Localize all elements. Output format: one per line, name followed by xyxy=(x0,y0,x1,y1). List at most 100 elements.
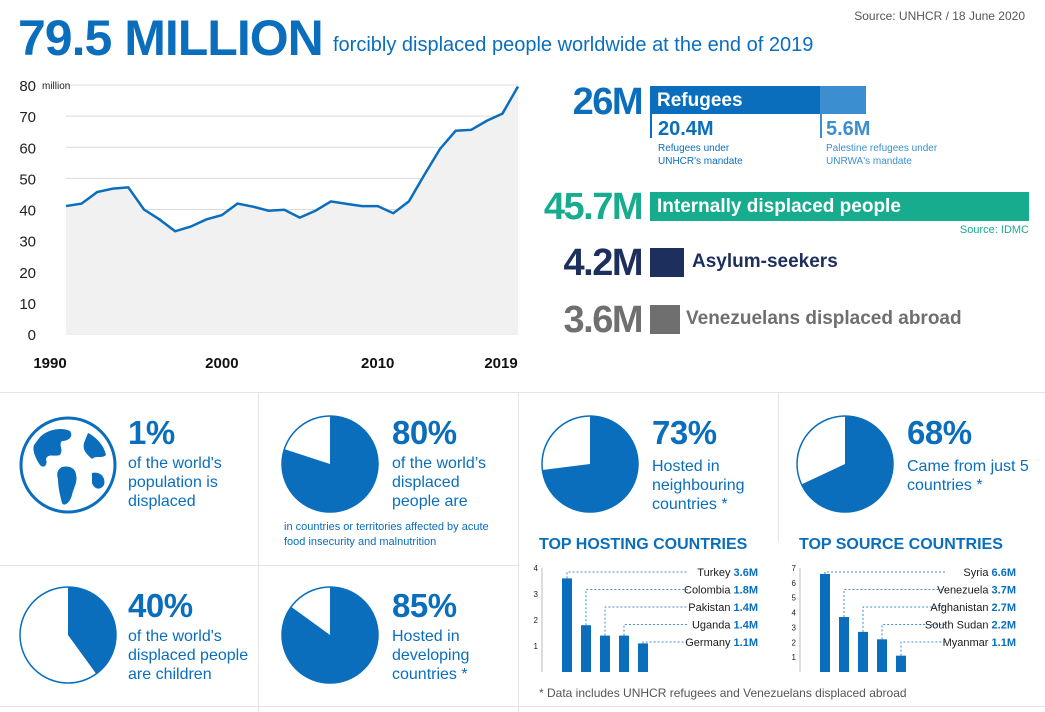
source-title: TOP SOURCE COUNTRIES xyxy=(799,536,1003,553)
pie-slice xyxy=(68,587,116,674)
category-name: Syria xyxy=(963,567,991,579)
bar xyxy=(820,573,830,672)
idp-source: Source: IDMC xyxy=(959,224,1029,236)
y-tick-label: 60 xyxy=(19,140,36,157)
pie-developing xyxy=(281,586,379,684)
idp-bar xyxy=(650,192,1029,221)
pie-slice xyxy=(282,416,378,512)
y-tick-label: 1 xyxy=(792,653,797,662)
pie-children xyxy=(19,586,117,684)
bar-label: Syria 6.6M xyxy=(963,567,1016,579)
pie-slice xyxy=(542,416,638,512)
y-tick-label: 4 xyxy=(792,609,797,618)
y-tick-label: 70 xyxy=(19,109,36,126)
x-tick-label: 2000 xyxy=(205,355,238,372)
stat-children-pct: 40% xyxy=(128,587,193,624)
value-label: 2.7M xyxy=(992,602,1016,614)
stat-developing-text: Hosted in developing countries * xyxy=(392,628,470,683)
category-name: Germany xyxy=(685,637,733,649)
x-tick-label: 2010 xyxy=(361,355,394,372)
bar xyxy=(877,639,887,672)
refugees-number: 26M xyxy=(572,81,644,123)
category-name: South Sudan xyxy=(925,620,992,632)
bar xyxy=(638,643,648,672)
stat-food-text: of the world’s displaced people are xyxy=(392,455,486,510)
bar xyxy=(562,578,572,672)
area-fill xyxy=(66,86,518,335)
bar-label: Uganda 1.4M xyxy=(692,620,758,632)
unhcr-bracket xyxy=(650,114,652,138)
idp-number: 45.7M xyxy=(543,186,644,228)
value-label: 1.8M xyxy=(734,585,758,597)
y-tick-label: 2 xyxy=(792,638,797,647)
bar xyxy=(581,625,591,672)
bar-label: Germany 1.1M xyxy=(685,637,758,649)
pie-slice xyxy=(801,416,893,512)
y-tick-label: 2 xyxy=(534,616,539,625)
stat-developing-pct: 85% xyxy=(392,587,457,624)
pie-slice xyxy=(282,587,378,683)
footnote: * Data includes UNHCR refugees and Venez… xyxy=(539,686,907,700)
stat-neighbouring-text: Hosted in neighbouring countries * xyxy=(652,458,745,513)
y-tick-label: 20 xyxy=(19,265,36,282)
stat-source-pct: 68% xyxy=(907,414,972,451)
headline-number: 79.5 MILLION xyxy=(18,10,324,66)
y-tick-label: 50 xyxy=(19,171,36,188)
refugees-bar xyxy=(650,86,820,114)
stat-children-text: of the world's displaced people are chil… xyxy=(128,628,249,683)
y-tick-label: 10 xyxy=(19,296,36,313)
y-tick-label: 4 xyxy=(534,564,539,573)
bar-label: South Sudan 2.2M xyxy=(925,620,1016,632)
pie-food-insecurity xyxy=(281,415,379,513)
y-tick-label: 3 xyxy=(534,590,539,599)
category-name: Myanmar xyxy=(943,637,992,649)
series-line xyxy=(65,85,520,233)
bar xyxy=(600,635,610,672)
value-label: 3.6M xyxy=(734,567,758,579)
stat-food-pct: 80% xyxy=(392,414,457,451)
asylum-bar xyxy=(650,248,684,277)
pie-source-countries xyxy=(796,415,894,513)
venezuelans-label: Venezuelans displaced abroad xyxy=(686,308,962,329)
pie-neighbouring xyxy=(541,415,639,513)
category-name: Venezuela xyxy=(937,585,991,597)
stat-neighbouring-pct: 73% xyxy=(652,414,717,451)
leader-line xyxy=(623,624,688,636)
bar-label: Afghanistan 2.7M xyxy=(930,602,1016,614)
leader-line xyxy=(900,641,946,656)
category-name: Turkey xyxy=(697,567,733,579)
y-tick-label: 5 xyxy=(792,594,797,603)
value-label: 1.1M xyxy=(734,637,758,649)
venezuelans-number: 3.6M xyxy=(563,299,644,341)
y-tick-label: 80 xyxy=(19,78,36,95)
y-tick-label: 7 xyxy=(792,564,797,573)
category-name: Uganda xyxy=(692,620,734,632)
value-label: 2.2M xyxy=(992,620,1016,632)
idp-label: Internally displaced people xyxy=(657,196,901,217)
value-label: 1.4M xyxy=(734,620,758,632)
bar-label: Pakistan 1.4M xyxy=(688,602,758,614)
stat-source-text: Came from just 5 countries * xyxy=(907,458,1029,494)
refugees-label: Refugees xyxy=(657,90,743,111)
unhcr-refugees-number: 20.4M xyxy=(658,118,714,140)
category-name: Colombia xyxy=(684,585,734,597)
leader-line xyxy=(862,606,946,632)
leader-line xyxy=(566,571,688,579)
bar xyxy=(858,631,868,672)
y-tick-label: 3 xyxy=(792,623,797,632)
globe-icon xyxy=(19,416,117,514)
hosting-title: TOP HOSTING COUNTRIES xyxy=(539,536,748,553)
unhcr-refugees-label: Refugees under UNHCR's mandate xyxy=(658,143,743,167)
leader-line xyxy=(824,571,946,574)
leader-line xyxy=(843,589,946,618)
venezuelans-bar xyxy=(650,305,680,334)
bar xyxy=(619,635,629,672)
category-name: Afghanistan xyxy=(930,602,991,614)
unrwa-bracket xyxy=(820,114,822,138)
unrwa-refugees-label: Palestine refugees under UNRWA's mandate xyxy=(826,143,938,167)
y-tick-label: 40 xyxy=(19,203,36,220)
asylum-number: 4.2M xyxy=(563,242,644,284)
bar-label: Colombia 1.8M xyxy=(684,585,758,597)
